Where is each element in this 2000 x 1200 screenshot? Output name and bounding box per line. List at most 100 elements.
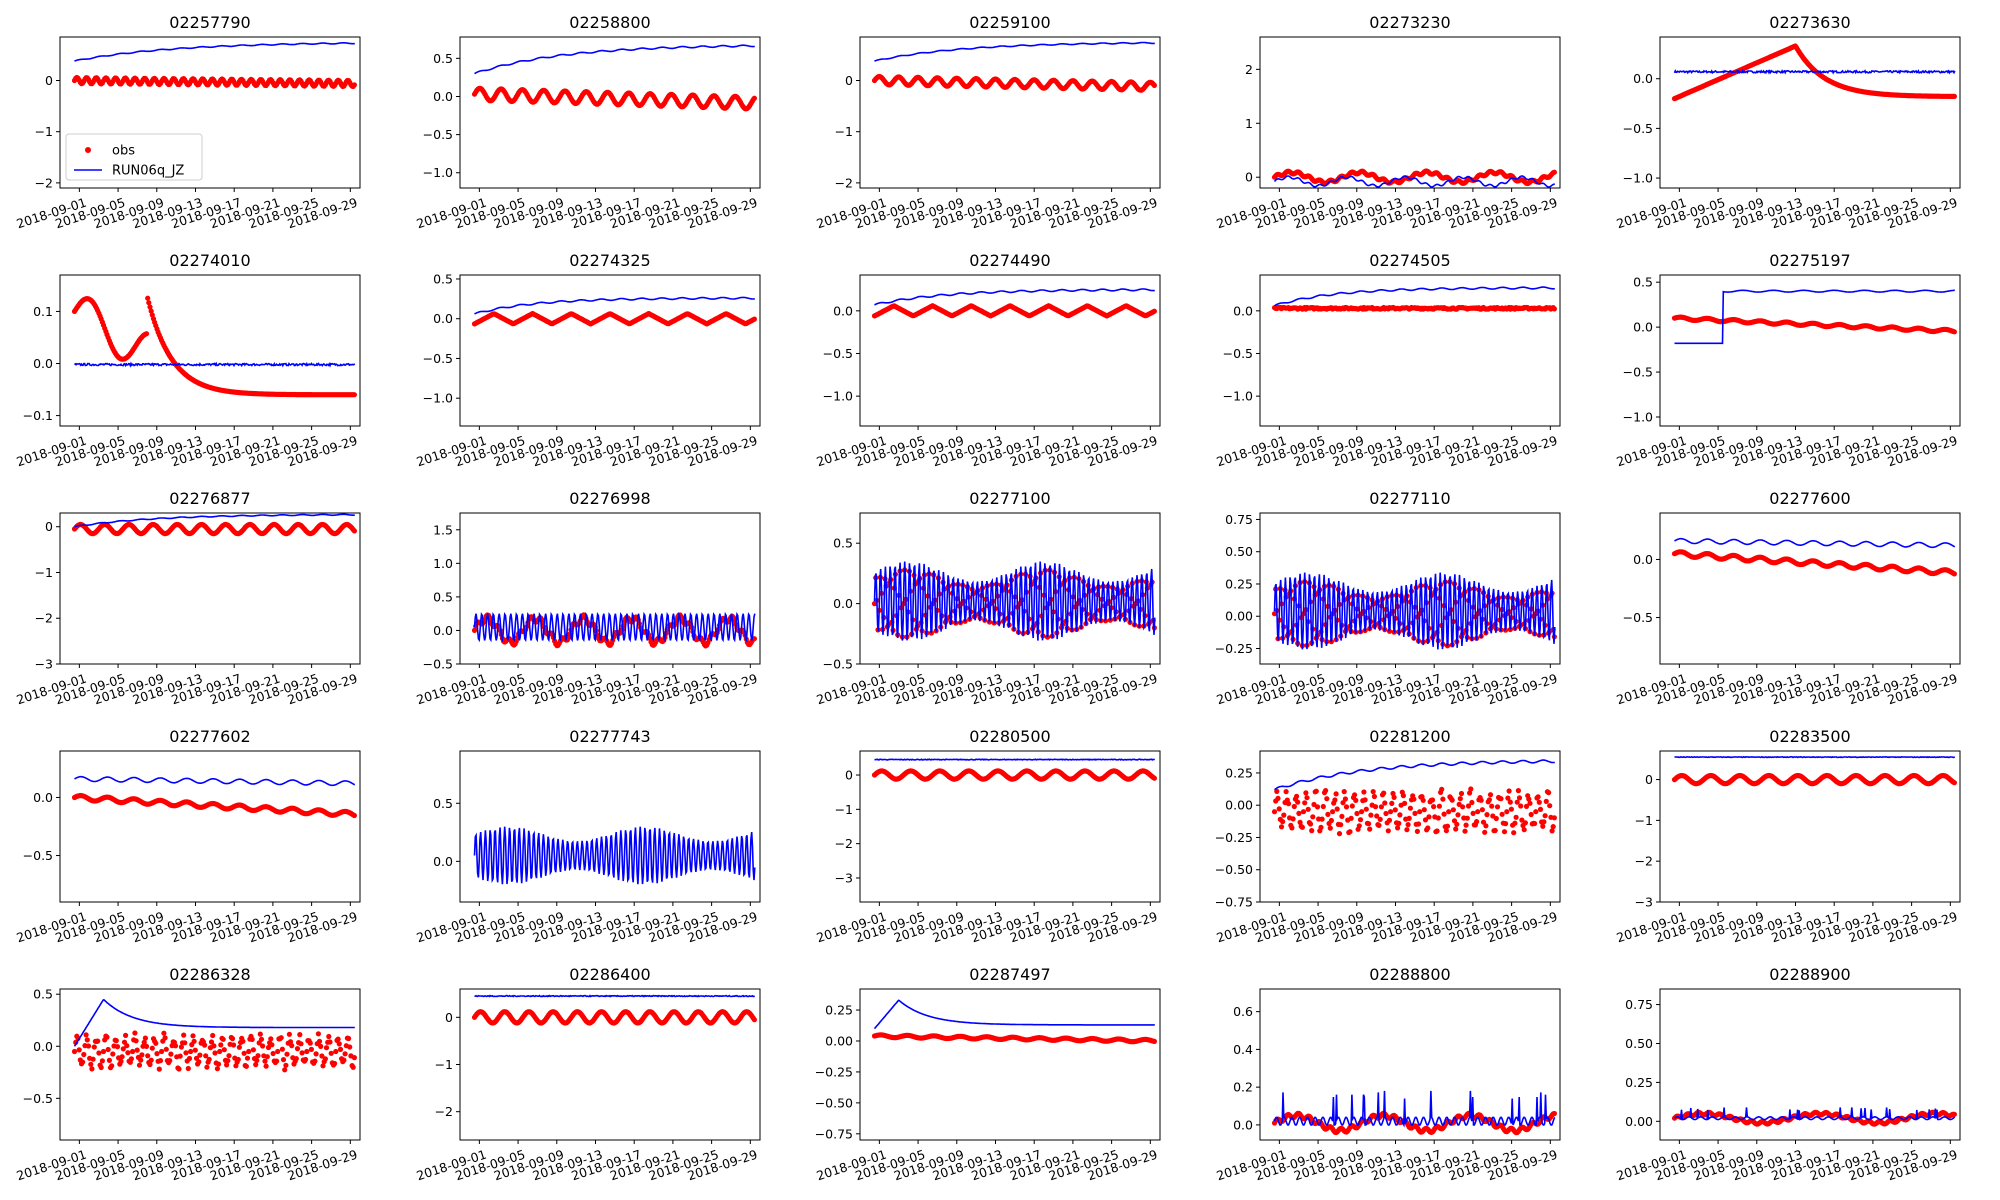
obs-point [1302,800,1308,806]
obs-point [1411,796,1417,802]
model-line [874,758,1155,761]
panel-title: 02277743 [569,727,650,746]
obs-point [145,295,151,301]
obs-point [1303,790,1309,796]
model-line [1674,537,1956,549]
obs-point [1951,571,1957,577]
y-tick-label: −0.5 [423,351,453,366]
obs-point [1332,797,1338,803]
obs-point [1309,828,1315,834]
obs-point [1338,822,1344,828]
obs-point [1528,811,1534,818]
y-tick-label: 0.75 [1225,512,1253,527]
obs-point [1323,788,1329,794]
y-tick-label: 0.5 [833,536,853,551]
obs-point [1343,804,1350,810]
panel-02283500: 022835000−1−2−32018-09-012018-09-052018-… [1615,727,1961,945]
y-tick-label: 0 [45,519,53,534]
y-tick-label: 0.00 [1225,798,1253,813]
obs-point [1290,816,1296,822]
y-tick-label: 1.5 [433,522,453,537]
panel-02259100: 022591000−1−22018-09-012018-09-052018-09… [815,13,1161,231]
obs-point [1404,827,1410,833]
obs-point [1453,826,1459,832]
obs-point [1395,825,1401,831]
obs-point [1951,93,1957,99]
obs-point [1388,809,1394,815]
obs-point [1425,825,1431,831]
obs-point [1285,801,1292,807]
obs-point [147,304,153,310]
obs-point [1489,803,1495,809]
obs-point [1383,810,1389,817]
panel-02273230: 022732302102018-09-012018-09-052018-09-0… [1215,13,1561,231]
panel-02277110: 022771100.750.500.250.00−0.252018-09-012… [1215,489,1561,707]
obs-point [1276,806,1282,812]
obs-point [928,630,935,636]
obs-point [1319,816,1325,822]
plot-frame [459,36,761,189]
legend-label: obs [112,144,135,159]
obs-series [871,73,1157,93]
obs-point [1304,795,1310,801]
obs-point [1951,329,1957,335]
obs-point [1381,790,1387,796]
obs-point [1324,796,1330,802]
y-tick-label: −1 [835,124,853,139]
obs-point [1295,799,1301,805]
obs-point [1420,797,1426,803]
plot-frame [59,274,361,427]
plot-frame [859,274,1161,427]
y-tick-label: −0.5 [23,848,53,863]
obs-point [1307,821,1314,827]
obs-point [146,300,152,306]
obs-point [1349,803,1355,809]
y-tick-label: 1 [1245,116,1253,131]
y-tick-label: −2 [835,836,853,851]
obs-point [1339,813,1345,820]
obs-point [1540,823,1546,829]
model-line [1674,289,1955,345]
obs-point [351,82,357,88]
obs-point [1414,828,1420,835]
obs-point [1441,811,1447,817]
obs-point [1386,628,1393,634]
obs-point [1325,811,1331,818]
y-tick-label: 0.5 [433,51,453,66]
obs-point [1333,791,1339,797]
y-tick-label: −1.0 [423,391,453,406]
panel-title: 02259100 [969,13,1050,32]
y-tick-label: −3 [835,870,853,885]
plot-frame [59,36,361,189]
model-line [1274,286,1555,307]
panel-title: 02276877 [169,489,250,508]
obs-series [871,768,1157,782]
obs-point [1551,306,1557,312]
y-tick-label: 0.0 [433,311,453,326]
obs-point [1367,826,1373,832]
obs-point [1522,820,1528,826]
obs-point [1444,823,1451,829]
obs-point [1551,815,1557,821]
obs-point [1542,813,1548,819]
obs-point [1426,814,1432,820]
obs-point [1376,822,1382,829]
obs-point [351,392,357,398]
obs-point [1458,790,1465,797]
obs-point [1467,790,1473,796]
obs-series [1671,43,1957,102]
obs-point [1439,786,1445,792]
obs-point [1435,815,1441,821]
obs-series [1271,304,1557,312]
y-tick-label: 0.5 [433,796,453,811]
y-tick-label: 0.25 [1225,576,1253,591]
y-tick-label: −1.0 [1623,171,1653,186]
obs-point [1310,814,1316,820]
panel-title: 02277100 [969,489,1050,508]
obs-point [1372,804,1379,810]
obs-point [751,95,758,101]
plot-frame [1659,36,1961,189]
obs-point [1296,810,1302,817]
obs-series [1671,549,1957,577]
y-tick-label: 2 [1245,62,1253,77]
